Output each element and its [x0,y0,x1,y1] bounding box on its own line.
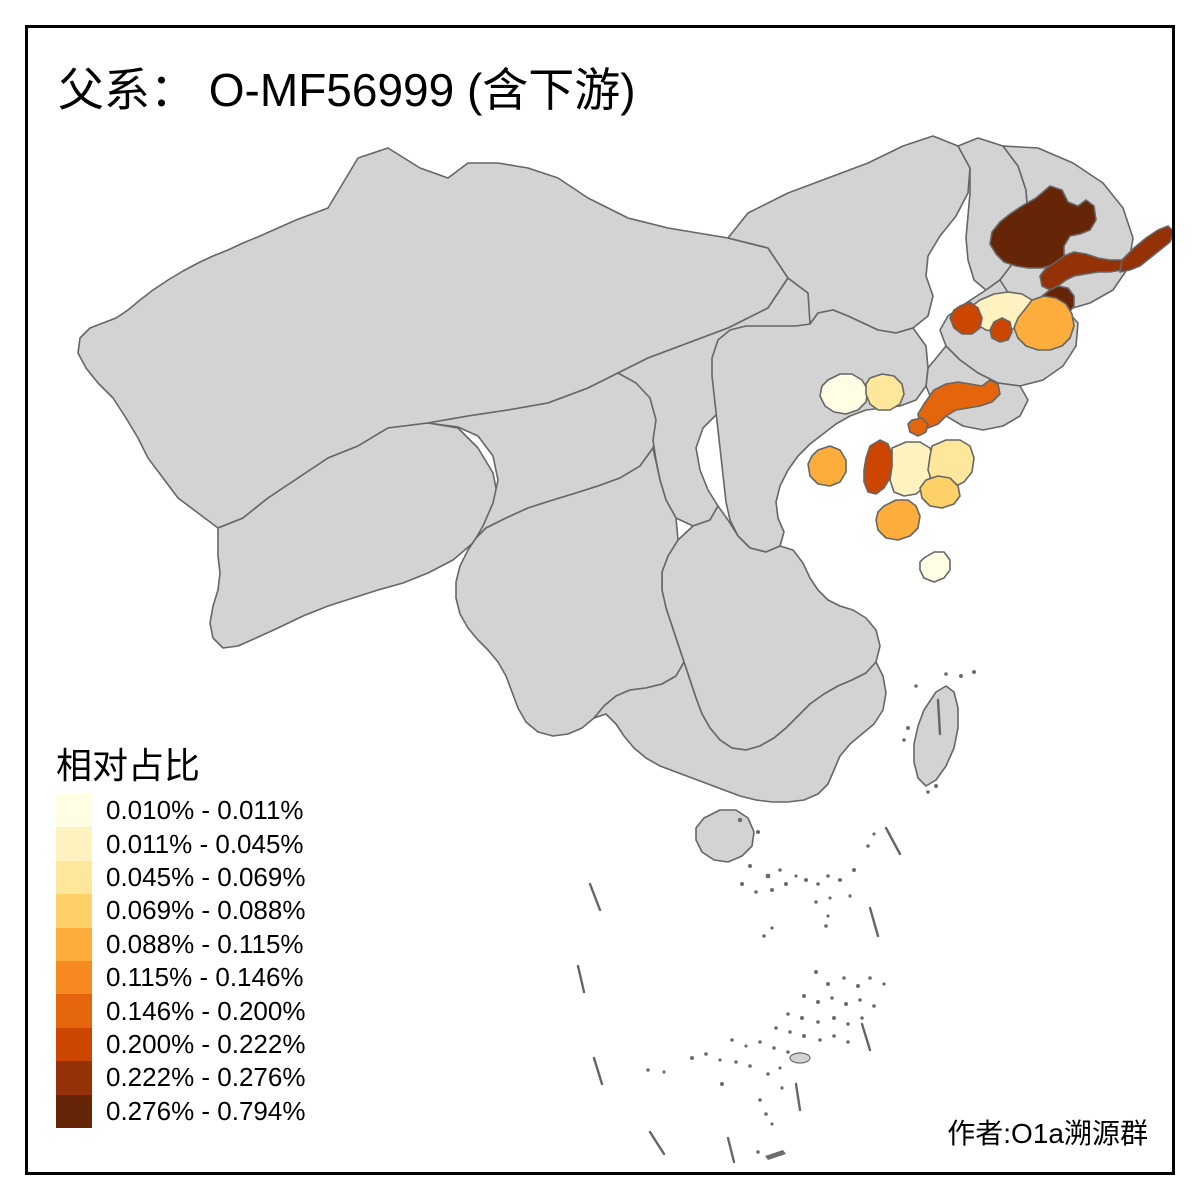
legend-swatch [56,860,92,895]
province-hainan [695,809,755,863]
region-shandong-mid [919,475,961,509]
legend-item: 0.146% - 0.200% [56,994,386,1028]
legend-item: 0.045% - 0.069% [56,860,386,895]
region-liaoning-dalian-tip [907,417,929,437]
legend-item: 0.115% - 0.146% [56,960,386,995]
legend-swatch [56,927,92,961]
legend-label: 0.045% - 0.069% [106,861,306,892]
legend-label: 0.069% - 0.088% [106,895,306,926]
map-frame: .p{stroke:#666666;stroke-width:1.6;strok… [25,25,1175,1175]
coastal-islets [902,670,976,794]
legend-label: 0.146% - 0.200% [106,995,306,1026]
legend-swatch [56,827,92,861]
legend-label: 0.276% - 0.794% [106,1095,306,1126]
legend-swatch [56,794,92,828]
legend-item: 0.011% - 0.045% [56,827,386,861]
legend-label: 0.200% - 0.222% [106,1028,306,1059]
legend: 相对占比 0.010% - 0.011% 0.011% - 0.045% 0.0… [56,746,386,1128]
legend-label: 0.088% - 0.115% [106,928,304,959]
china-choropleth-map: .p{stroke:#666666;stroke-width:1.6;strok… [77,135,1172,1164]
region-heilongjiang-east [1119,225,1172,273]
author-credit: 作者:O1a溯源群 [947,1118,1148,1149]
region-jilin-central [1013,295,1075,351]
legend-label: 0.222% - 0.276% [106,1062,306,1093]
legend-swatch [56,1061,92,1095]
legend-swatch [56,894,92,928]
provinces-with-data [807,185,1172,583]
region-hebei-north-cream [865,373,905,411]
provinces-no-data [77,135,1134,863]
legend-item: 0.010% - 0.011% [56,794,386,828]
region-south-china-base [593,661,887,803]
region-hebei-north-pale [819,373,869,415]
region-jilin-edge-dark [949,301,983,335]
province-taiwan [913,685,959,787]
south-china-sea-islets [646,817,886,1160]
legend-item: 0.200% - 0.222% [56,1027,386,1062]
page-title: 父系： O-MF56999 (含下游) [58,64,636,116]
province-tibet [209,422,499,649]
region-shanxi-dark [863,439,893,495]
region-heilongjiang-central [1039,249,1143,291]
region-north-china-base [711,309,929,553]
legend-swatch [56,1027,92,1062]
legend-item: 0.222% - 0.276% [56,1061,386,1095]
legend-swatch [56,960,92,995]
legend-swatch [56,1094,92,1128]
region-jilin-edge-dark-2 [989,317,1013,343]
region-jiangsu-anhui-orange [875,499,921,541]
legend-item: 0.069% - 0.088% [56,894,386,928]
legend-item: 0.088% - 0.115% [56,927,386,961]
legend-title: 相对占比 [56,745,201,786]
region-shanghai-zhejiang-pale [919,551,951,583]
legend-label: 0.115% - 0.146% [106,962,304,993]
legend-item: 0.276% - 0.794% [56,1094,386,1128]
legend-swatch [56,994,92,1028]
legend-label: 0.011% - 0.045% [106,828,304,859]
legend-label: 0.010% - 0.011% [106,795,304,826]
nine-dash-line [576,826,902,1164]
region-shanxi-west-orange [807,445,847,487]
